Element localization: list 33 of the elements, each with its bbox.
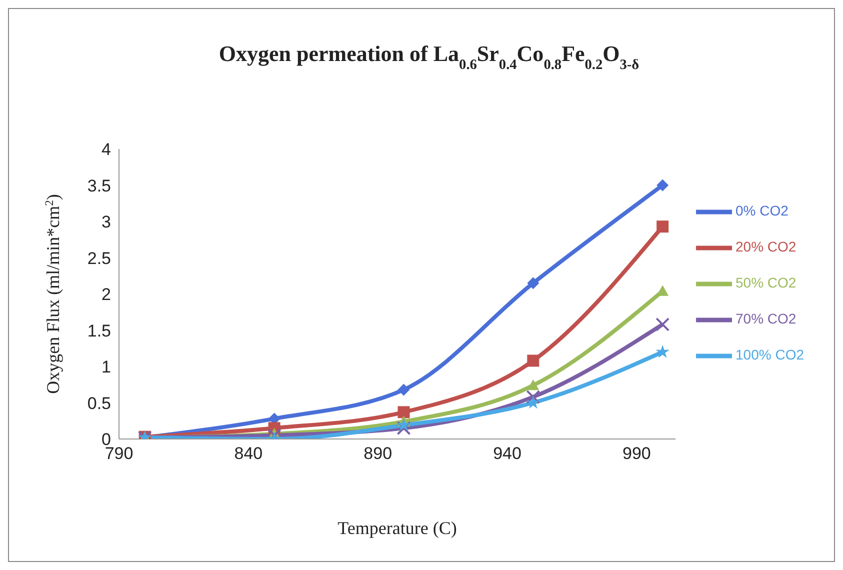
point xyxy=(656,344,670,358)
point xyxy=(527,379,540,390)
chart-title: Oxygen permeation of La$_{0.6}$Sr$_{0.4}$Co$_{0.8}$Fe$_{0.2}$O$_{3-δ}$ xyxy=(218,41,640,73)
legend-label: 100% CO2 xyxy=(736,346,804,363)
x-tick-label: 790 xyxy=(104,444,134,464)
x-tick-label: 840 xyxy=(234,444,263,464)
legend-label: 20% CO2 xyxy=(736,238,796,255)
y-tick-label: 2.5 xyxy=(87,248,111,268)
y-tick-label: 4 xyxy=(102,140,111,160)
y-tick-label: 2 xyxy=(102,285,111,304)
y-tick-label: 1 xyxy=(102,358,111,377)
point xyxy=(526,396,540,409)
y-tick-label: 3 xyxy=(102,212,111,232)
point xyxy=(398,384,410,396)
point xyxy=(656,220,669,233)
point xyxy=(656,179,669,192)
x-tick-label: 890 xyxy=(364,444,392,464)
point xyxy=(656,317,670,332)
legend-label: 50% CO2 xyxy=(736,274,796,291)
point xyxy=(527,354,540,367)
y-tick-label: 1.5 xyxy=(87,321,111,340)
point xyxy=(526,390,540,404)
legend-label: 0% CO2 xyxy=(736,202,788,219)
x-tick-label: 990 xyxy=(622,444,651,464)
x-tick-label: 940 xyxy=(493,444,522,464)
point xyxy=(396,421,411,436)
point xyxy=(396,418,411,432)
point xyxy=(398,406,410,418)
legend-label: 70% CO2 xyxy=(736,310,796,327)
y-tick-label: 3.5 xyxy=(87,176,111,196)
x-axis-title: Temperature (C) xyxy=(338,518,457,538)
point xyxy=(527,277,540,290)
y-tick-label: 0.5 xyxy=(87,394,111,413)
